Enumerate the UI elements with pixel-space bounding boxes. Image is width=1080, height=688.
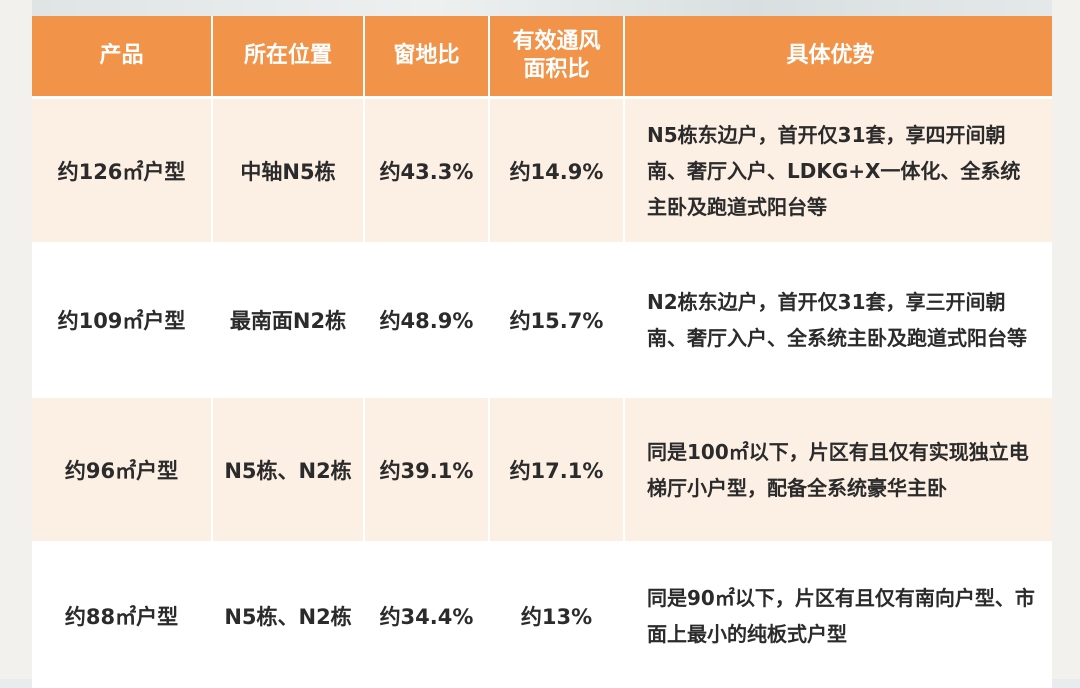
product-label: 约109㎡户型: [57, 309, 186, 333]
window-ratio-value: 约43.3%: [379, 159, 474, 184]
cell-window-ratio: 约39.1%: [365, 398, 490, 541]
ventilation-ratio-value: 约15.7%: [509, 309, 604, 333]
cell-window-ratio: 约43.3%: [365, 99, 490, 242]
window-ratio-value: 约34.4%: [379, 605, 474, 629]
location-label: N5栋、N2栋: [224, 458, 352, 483]
location-label: N5栋、N2栋: [224, 605, 352, 629]
cell-location: N5栋、N2栋: [213, 544, 365, 688]
header-ventilation-ratio-label: 有效通风 面积比: [512, 29, 601, 82]
header-advantages-label: 具体优势: [786, 43, 875, 68]
comparison-table: 产品 所在位置 窗地比 有效通风 面积比 具体优势 约126㎡户型 中轴N5栋 …: [32, 16, 1052, 688]
cell-location: 中轴N5栋: [213, 99, 365, 242]
advantages-text: N5栋东边户，首开仅31套，享四开间朝南、奢厅入户、LDKG+X一体化、全系统主…: [647, 122, 1021, 219]
header-location-label: 所在位置: [243, 43, 332, 68]
advantages-text: 同是90㎡以下，片区有且仅有南向户型、市面上最小的纯板式户型: [647, 586, 1035, 646]
header-ventilation-ratio: 有效通风 面积比: [490, 16, 625, 96]
cell-product: 约88㎡户型: [32, 544, 213, 688]
background-left: [0, 0, 32, 679]
header-product: 产品: [32, 16, 213, 96]
header-location: 所在位置: [213, 16, 365, 96]
ventilation-ratio-value: 约13%: [520, 605, 593, 629]
product-label: 约126㎡户型: [57, 159, 186, 184]
cell-product: 约109㎡户型: [32, 245, 213, 395]
header-window-ratio: 窗地比: [365, 16, 490, 96]
cell-location: 最南面N2栋: [213, 245, 365, 395]
table-row: 约88㎡户型 N5栋、N2栋 约34.4% 约13% 同是90㎡以下，片区有且仅…: [32, 541, 1052, 688]
table-header-row: 产品 所在位置 窗地比 有效通风 面积比 具体优势: [32, 16, 1052, 96]
table-row: 约109㎡户型 最南面N2栋 约48.9% 约15.7% N2栋东边户，首开仅3…: [32, 242, 1052, 395]
cell-advantages: 同是90㎡以下，片区有且仅有南向户型、市面上最小的纯板式户型: [625, 544, 1052, 688]
cell-advantages: N2栋东边户，首开仅31套，享三开间朝南、奢厅入户、全系统主卧及跑道式阳台等: [625, 245, 1052, 395]
table-row: 约126㎡户型 中轴N5栋 约43.3% 约14.9% N5栋东边户，首开仅31…: [32, 96, 1052, 242]
cell-advantages: N5栋东边户，首开仅31套，享四开间朝南、奢厅入户、LDKG+X一体化、全系统主…: [625, 99, 1052, 242]
cell-window-ratio: 约48.9%: [365, 245, 490, 395]
cell-ventilation-ratio: 约15.7%: [490, 245, 625, 395]
cell-advantages: 同是100㎡以下，片区有且仅有实现独立电梯厅小户型，配备全系统豪华主卧: [625, 398, 1052, 541]
header-window-ratio-label: 窗地比: [393, 43, 460, 68]
ventilation-ratio-value: 约14.9%: [509, 159, 604, 184]
cell-ventilation-ratio: 约14.9%: [490, 99, 625, 242]
cell-location: N5栋、N2栋: [213, 398, 365, 541]
window-ratio-value: 约48.9%: [379, 309, 474, 333]
location-label: 最南面N2栋: [229, 309, 347, 333]
cell-product: 约96㎡户型: [32, 398, 213, 541]
background-top: [0, 0, 1080, 20]
cell-ventilation-ratio: 约17.1%: [490, 398, 625, 541]
window-ratio-value: 约39.1%: [379, 458, 474, 483]
header-advantages: 具体优势: [625, 16, 1052, 96]
cell-window-ratio: 约34.4%: [365, 544, 490, 688]
cell-ventilation-ratio: 约13%: [490, 544, 625, 688]
product-label: 约96㎡户型: [64, 458, 179, 483]
advantages-text: N2栋东边户，首开仅31套，享三开间朝南、奢厅入户、全系统主卧及跑道式阳台等: [647, 290, 1027, 350]
background-right: [1052, 0, 1080, 679]
product-label: 约88㎡户型: [64, 605, 179, 629]
advantages-text: 同是100㎡以下，片区有且仅有实现独立电梯厅小户型，配备全系统豪华主卧: [647, 439, 1029, 500]
header-product-label: 产品: [99, 43, 144, 68]
table-row: 约96㎡户型 N5栋、N2栋 约39.1% 约17.1% 同是100㎡以下，片区…: [32, 395, 1052, 541]
location-label: 中轴N5栋: [240, 159, 336, 184]
ventilation-ratio-value: 约17.1%: [509, 458, 604, 483]
cell-product: 约126㎡户型: [32, 99, 213, 242]
